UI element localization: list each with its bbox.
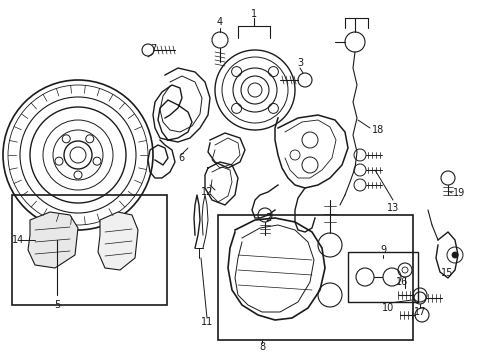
Text: 11: 11 — [201, 317, 213, 327]
Text: 3: 3 — [296, 58, 303, 68]
Text: 6: 6 — [178, 153, 183, 163]
Text: 7: 7 — [149, 44, 156, 54]
Polygon shape — [98, 212, 138, 270]
Text: 4: 4 — [217, 17, 223, 27]
Text: 5: 5 — [54, 300, 60, 310]
Text: 18: 18 — [371, 125, 384, 135]
Text: 2: 2 — [264, 213, 270, 223]
Text: 14: 14 — [12, 235, 24, 245]
Text: 1: 1 — [250, 9, 257, 19]
Text: 10: 10 — [381, 303, 393, 313]
Text: 16: 16 — [395, 277, 407, 287]
Bar — [218, 215, 412, 340]
Text: 12: 12 — [201, 187, 213, 197]
Text: 17: 17 — [413, 307, 426, 317]
Text: 13: 13 — [386, 203, 398, 213]
Text: 15: 15 — [440, 268, 452, 278]
Text: 19: 19 — [452, 188, 464, 198]
Circle shape — [451, 252, 457, 258]
Text: 9: 9 — [379, 245, 385, 255]
Bar — [347, 252, 417, 302]
Text: 8: 8 — [259, 342, 264, 352]
Bar — [12, 195, 167, 305]
Polygon shape — [28, 212, 78, 268]
